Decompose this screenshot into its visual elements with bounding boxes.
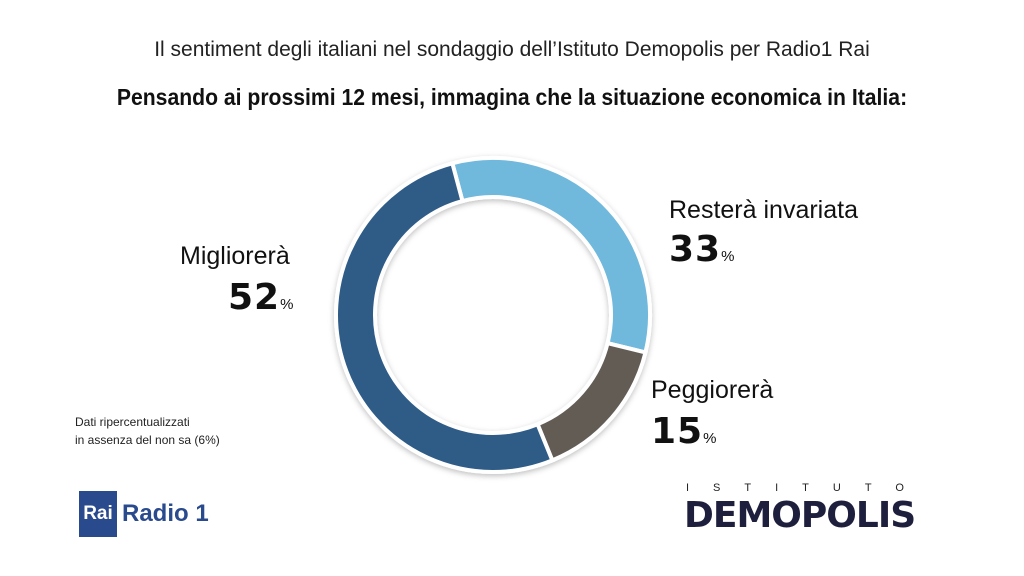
demopolis-logo: DEMOPOLIS	[684, 495, 916, 536]
label-migliorera: Migliorerà	[180, 242, 290, 270]
donut-slice-peggiorer-	[534, 340, 648, 463]
rai-logo: Rai	[79, 491, 117, 537]
donut-slice-rester-invariata	[449, 156, 652, 355]
label-invariata: Resterà invariata	[669, 196, 858, 224]
chart-title: Pensando ai prossimi 12 mesi, immagina c…	[116, 84, 908, 110]
subtitle: Il sentiment degli italiani nel sondaggi…	[154, 38, 870, 61]
value-migliorera: 52%	[228, 277, 295, 318]
note: Dati ripercentualizzati in assenza del no…	[75, 415, 220, 447]
label-peggiorera: Peggiorerà	[651, 376, 774, 404]
value-invariata: 33%	[669, 229, 736, 270]
value-peggiorera: 15%	[651, 411, 718, 452]
istituto-text: ISTITUTO	[686, 482, 928, 494]
donut-slice-migliorer-	[334, 160, 555, 474]
radio1-logo: Radio 1	[122, 500, 209, 527]
